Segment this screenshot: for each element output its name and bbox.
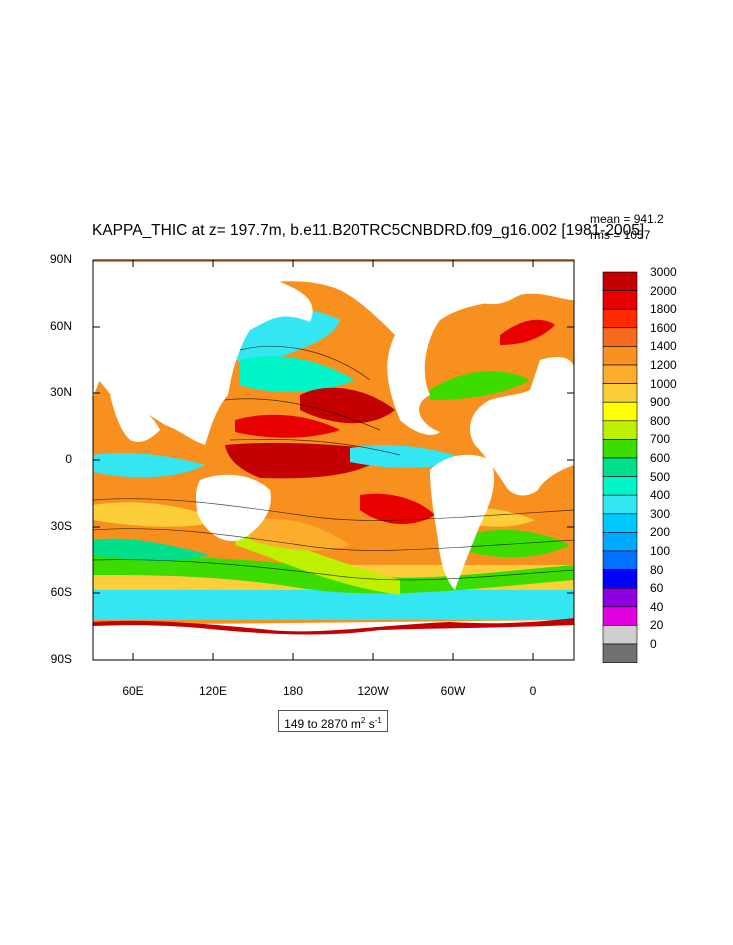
colorbar-swatch	[602, 290, 638, 310]
unit-exp-2: 2	[360, 716, 366, 725]
colorbar-level-label: 0	[650, 637, 657, 651]
colorbar-level-label: 1600	[650, 320, 677, 335]
colorbar-swatch	[602, 346, 638, 366]
mean-stat: mean = 941.2	[590, 212, 664, 226]
colorbar-level-label: 1000	[650, 376, 677, 391]
colorbar-swatch	[602, 308, 638, 329]
colorbar	[602, 271, 638, 663]
colorbar-swatch	[602, 569, 638, 589]
unit-s: s	[365, 717, 375, 731]
colorbar-level-label: 1800	[650, 302, 677, 317]
colorbar-swatch	[602, 643, 638, 663]
unit-exp-neg1: -1	[374, 716, 382, 725]
colorbar-swatch	[602, 476, 638, 496]
colorbar-level-label: 400	[650, 488, 671, 503]
colorbar-level-label: 800	[650, 413, 671, 428]
lat-label-90n: 90N	[49, 252, 72, 266]
colorbar-level-label: 600	[650, 451, 671, 465]
lat-label-30s: 30S	[50, 519, 72, 533]
colorbar-swatch	[602, 364, 638, 384]
lat-label-60n: 60N	[49, 319, 72, 333]
colorbar-swatch	[602, 606, 638, 626]
colorbar-level-label: 1400	[650, 339, 677, 354]
colorbar-level-label: 700	[650, 432, 671, 447]
colorbar-swatch	[602, 494, 638, 515]
colorbar-swatch	[602, 383, 638, 403]
plot-title: KAPPA_THIC at z= 197.7m, b.e11.B20TRC5CN…	[92, 222, 645, 239]
colorbar-swatch	[602, 513, 638, 533]
unit-m: m	[350, 717, 361, 731]
lat-ticks	[93, 259, 574, 661]
colorbar-swatch	[602, 327, 638, 347]
lat-label-30n: 30N	[49, 385, 72, 399]
colorbar-level-label: 40	[650, 599, 664, 614]
colorbar-swatch	[602, 532, 638, 552]
colorbar-level-label: 900	[650, 395, 671, 410]
colorbar-level-label: 100	[650, 544, 671, 558]
colorbar-swatch	[602, 271, 638, 291]
range-units-box: 149 to 2870 m2 s-1	[278, 710, 388, 732]
colorbar-level-label: 60	[650, 581, 664, 596]
lon-label-60w: 60W	[440, 684, 466, 698]
colorbar-level-label: 500	[650, 469, 671, 484]
lon-label-0: 0	[529, 684, 537, 698]
colorbar-swatch	[602, 550, 638, 570]
colorbar-level-label: 300	[650, 506, 671, 521]
range-text: 149 to 2870	[284, 717, 348, 731]
colorbar-swatch	[602, 420, 638, 440]
colorbar-level-label: 3000	[650, 265, 677, 279]
lon-label-120e: 120E	[198, 684, 228, 698]
lon-label-60e: 60E	[122, 684, 144, 698]
lon-label-120w: 120W	[357, 684, 389, 698]
lat-label-60s: 60S	[50, 585, 72, 599]
colorbar-swatch	[602, 439, 638, 459]
colorbar-swatch	[602, 457, 638, 477]
colorbar-level-label: 80	[650, 562, 664, 577]
lon-label-180: 180	[282, 684, 304, 698]
colorbar-level-label: 200	[650, 525, 671, 540]
lat-label-0: 0	[65, 452, 72, 466]
colorbar-swatch	[602, 625, 638, 645]
colorbar-swatch	[602, 587, 638, 608]
lat-label-90s: 90S	[50, 652, 72, 666]
colorbar-level-label: 1200	[650, 358, 677, 372]
colorbar-level-label: 20	[650, 618, 664, 633]
colorbar-level-label: 2000	[650, 283, 677, 298]
colorbar-swatch	[602, 401, 638, 422]
lon-ticks	[132, 260, 534, 660]
map-field	[93, 260, 574, 660]
rms-stat: rms = 1057	[590, 228, 651, 242]
